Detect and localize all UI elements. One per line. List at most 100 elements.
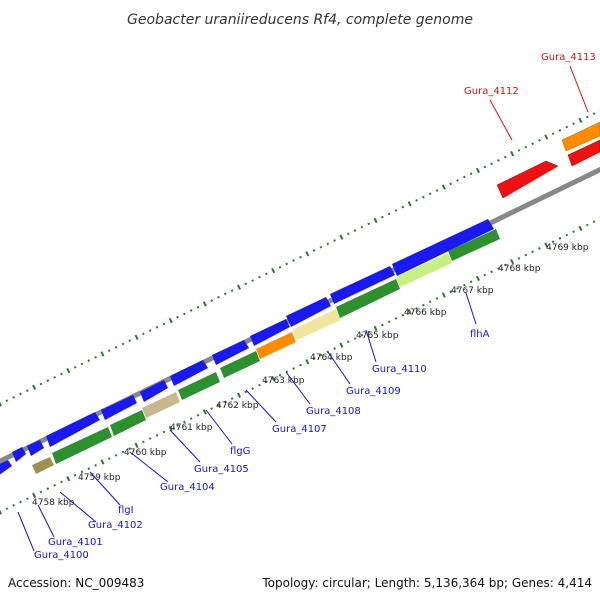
cds-block[interactable] bbox=[330, 266, 395, 304]
feature-block[interactable] bbox=[396, 253, 452, 287]
tick-mark bbox=[475, 167, 480, 174]
gene-label[interactable]: Gura_4104 bbox=[160, 482, 215, 493]
gene-label[interactable]: Gura_4112 bbox=[464, 86, 519, 97]
feature-block[interactable] bbox=[336, 279, 400, 318]
kbp-label: 4760 kbp bbox=[124, 448, 167, 458]
tick-mark bbox=[80, 362, 84, 366]
feature-block[interactable] bbox=[292, 309, 341, 340]
tick-mark bbox=[339, 234, 344, 240]
cds-block[interactable] bbox=[27, 440, 44, 456]
tick-mark bbox=[592, 220, 596, 224]
tick-mark bbox=[251, 387, 254, 390]
tick-mark bbox=[134, 442, 139, 448]
gene-label[interactable]: flgG bbox=[230, 446, 250, 457]
tick-mark bbox=[168, 317, 173, 324]
tick-mark bbox=[373, 217, 378, 224]
tick-mark bbox=[326, 242, 330, 246]
tick-mark bbox=[162, 430, 166, 434]
tick-mark bbox=[32, 492, 37, 499]
tick-mark bbox=[121, 450, 125, 454]
tick-mark bbox=[462, 283, 466, 287]
cds-block[interactable] bbox=[392, 219, 494, 276]
tick-mark bbox=[578, 117, 583, 124]
cds-block[interactable] bbox=[140, 380, 168, 402]
tick-mark bbox=[183, 420, 186, 424]
gene-label[interactable]: Gura_4102 bbox=[88, 520, 143, 531]
tick-mark bbox=[66, 475, 71, 482]
tick-mark bbox=[497, 267, 500, 270]
tick-mark bbox=[53, 483, 56, 487]
cds-block[interactable] bbox=[0, 460, 12, 478]
tick-mark bbox=[202, 409, 207, 415]
tick-mark bbox=[162, 322, 166, 326]
tick-mark bbox=[32, 384, 37, 391]
tick-mark bbox=[236, 392, 241, 398]
tick-mark bbox=[12, 395, 15, 399]
kbp-label: 4759 kbp bbox=[78, 473, 121, 483]
tick-mark bbox=[176, 315, 179, 319]
tick-mark bbox=[415, 199, 418, 202]
gene-feature-gura-4113-orange[interactable] bbox=[561, 121, 600, 152]
gene-label[interactable]: Gura_4105 bbox=[194, 464, 249, 475]
tick-mark bbox=[148, 329, 152, 332]
gene-label[interactable]: Gura_4109 bbox=[346, 386, 401, 397]
feature-block[interactable] bbox=[110, 410, 146, 436]
tick-mark bbox=[5, 399, 9, 403]
tick-mark bbox=[251, 279, 254, 282]
tick-mark bbox=[483, 273, 487, 277]
cds-block[interactable] bbox=[212, 340, 249, 365]
tick-mark bbox=[510, 151, 515, 157]
gene-feature-gura-4112[interactable] bbox=[496, 160, 559, 199]
cds-block[interactable] bbox=[250, 319, 290, 346]
feature-block[interactable] bbox=[220, 351, 260, 378]
tick-mark bbox=[497, 159, 500, 162]
gene-label[interactable]: Gura_4113 bbox=[541, 52, 596, 63]
tick-mark bbox=[422, 303, 425, 307]
tick-mark bbox=[401, 205, 405, 209]
tick-mark bbox=[524, 145, 528, 149]
cds-block[interactable] bbox=[101, 395, 137, 420]
tick-mark bbox=[80, 470, 84, 474]
tick-mark bbox=[503, 263, 507, 267]
feature-block[interactable] bbox=[32, 457, 54, 474]
tick-mark bbox=[264, 272, 268, 276]
gene-label[interactable]: flgI bbox=[118, 505, 134, 516]
label-leader-line bbox=[489, 99, 513, 141]
label-leader-line bbox=[327, 351, 351, 385]
cds-block[interactable] bbox=[46, 412, 100, 447]
tick-mark bbox=[394, 209, 398, 212]
tick-mark bbox=[490, 270, 493, 274]
cds-block[interactable] bbox=[286, 297, 331, 327]
label-leader-line bbox=[205, 409, 233, 445]
kbp-label: 4758 kbp bbox=[32, 498, 75, 508]
cds-block[interactable] bbox=[12, 447, 26, 462]
gene-label[interactable]: Gura_4107 bbox=[272, 424, 327, 435]
tick-mark bbox=[305, 359, 310, 365]
gene-label[interactable]: Gura_4108 bbox=[306, 406, 361, 417]
gene-label[interactable]: flhA bbox=[470, 329, 490, 340]
tick-mark bbox=[394, 317, 398, 320]
feature-block[interactable] bbox=[142, 392, 180, 418]
feature-block[interactable] bbox=[448, 229, 500, 261]
tick-mark bbox=[0, 401, 2, 407]
feature-block[interactable] bbox=[178, 372, 220, 400]
tick-mark bbox=[381, 215, 384, 219]
feature-block[interactable] bbox=[52, 427, 112, 464]
feature-block[interactable] bbox=[256, 332, 296, 359]
tick-mark bbox=[100, 351, 105, 357]
gene-label[interactable]: Gura_4101 bbox=[48, 537, 103, 548]
forward-cds-row bbox=[0, 219, 494, 478]
gene-labels: Gura_4100 Gura_4101 Gura_4102 flgI Gura_4104… bbox=[17, 52, 596, 561]
tick-mark bbox=[196, 305, 200, 309]
tick-mark bbox=[230, 397, 234, 400]
gene-label[interactable]: Gura_4110 bbox=[372, 364, 427, 375]
tick-mark bbox=[360, 333, 364, 337]
map-title: Geobacter uraniireducens Rf4, complete g… bbox=[127, 12, 473, 28]
gene-feature-gura-4113[interactable] bbox=[567, 139, 600, 167]
tick-mark bbox=[407, 201, 412, 207]
gene-label[interactable]: Gura_4100 bbox=[34, 550, 89, 561]
tick-mark bbox=[128, 339, 132, 342]
tick-mark bbox=[441, 184, 446, 190]
cds-block[interactable] bbox=[170, 360, 208, 386]
